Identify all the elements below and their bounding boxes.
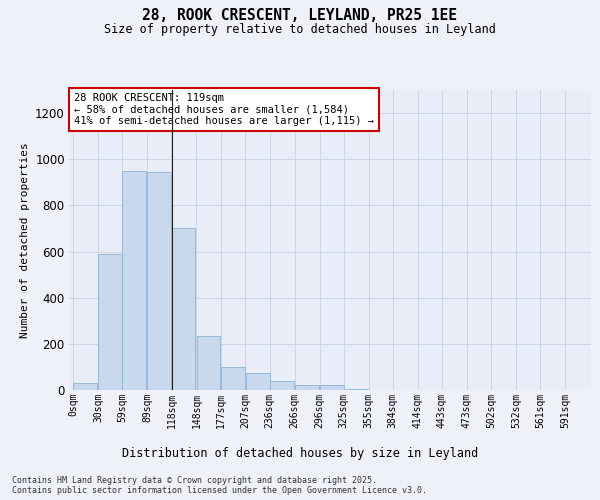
Bar	[98, 254, 122, 390]
Bar	[295, 386, 319, 390]
Bar	[148, 172, 171, 390]
Text: 28 ROOK CRESCENT: 119sqm
← 58% of detached houses are smaller (1,584)
41% of sem: 28 ROOK CRESCENT: 119sqm ← 58% of detach…	[74, 93, 374, 126]
Bar	[197, 336, 220, 390]
Y-axis label: Number of detached properties: Number of detached properties	[20, 142, 29, 338]
Bar	[344, 389, 368, 390]
Bar	[73, 383, 97, 390]
Bar	[270, 381, 293, 390]
Bar	[122, 171, 146, 390]
Text: Size of property relative to detached houses in Leyland: Size of property relative to detached ho…	[104, 22, 496, 36]
Bar	[320, 386, 344, 390]
Bar	[172, 228, 196, 390]
Text: Contains HM Land Registry data © Crown copyright and database right 2025.
Contai: Contains HM Land Registry data © Crown c…	[12, 476, 427, 495]
Text: Distribution of detached houses by size in Leyland: Distribution of detached houses by size …	[122, 448, 478, 460]
Text: 28, ROOK CRESCENT, LEYLAND, PR25 1EE: 28, ROOK CRESCENT, LEYLAND, PR25 1EE	[143, 8, 458, 22]
Bar	[221, 367, 245, 390]
Bar	[245, 372, 269, 390]
